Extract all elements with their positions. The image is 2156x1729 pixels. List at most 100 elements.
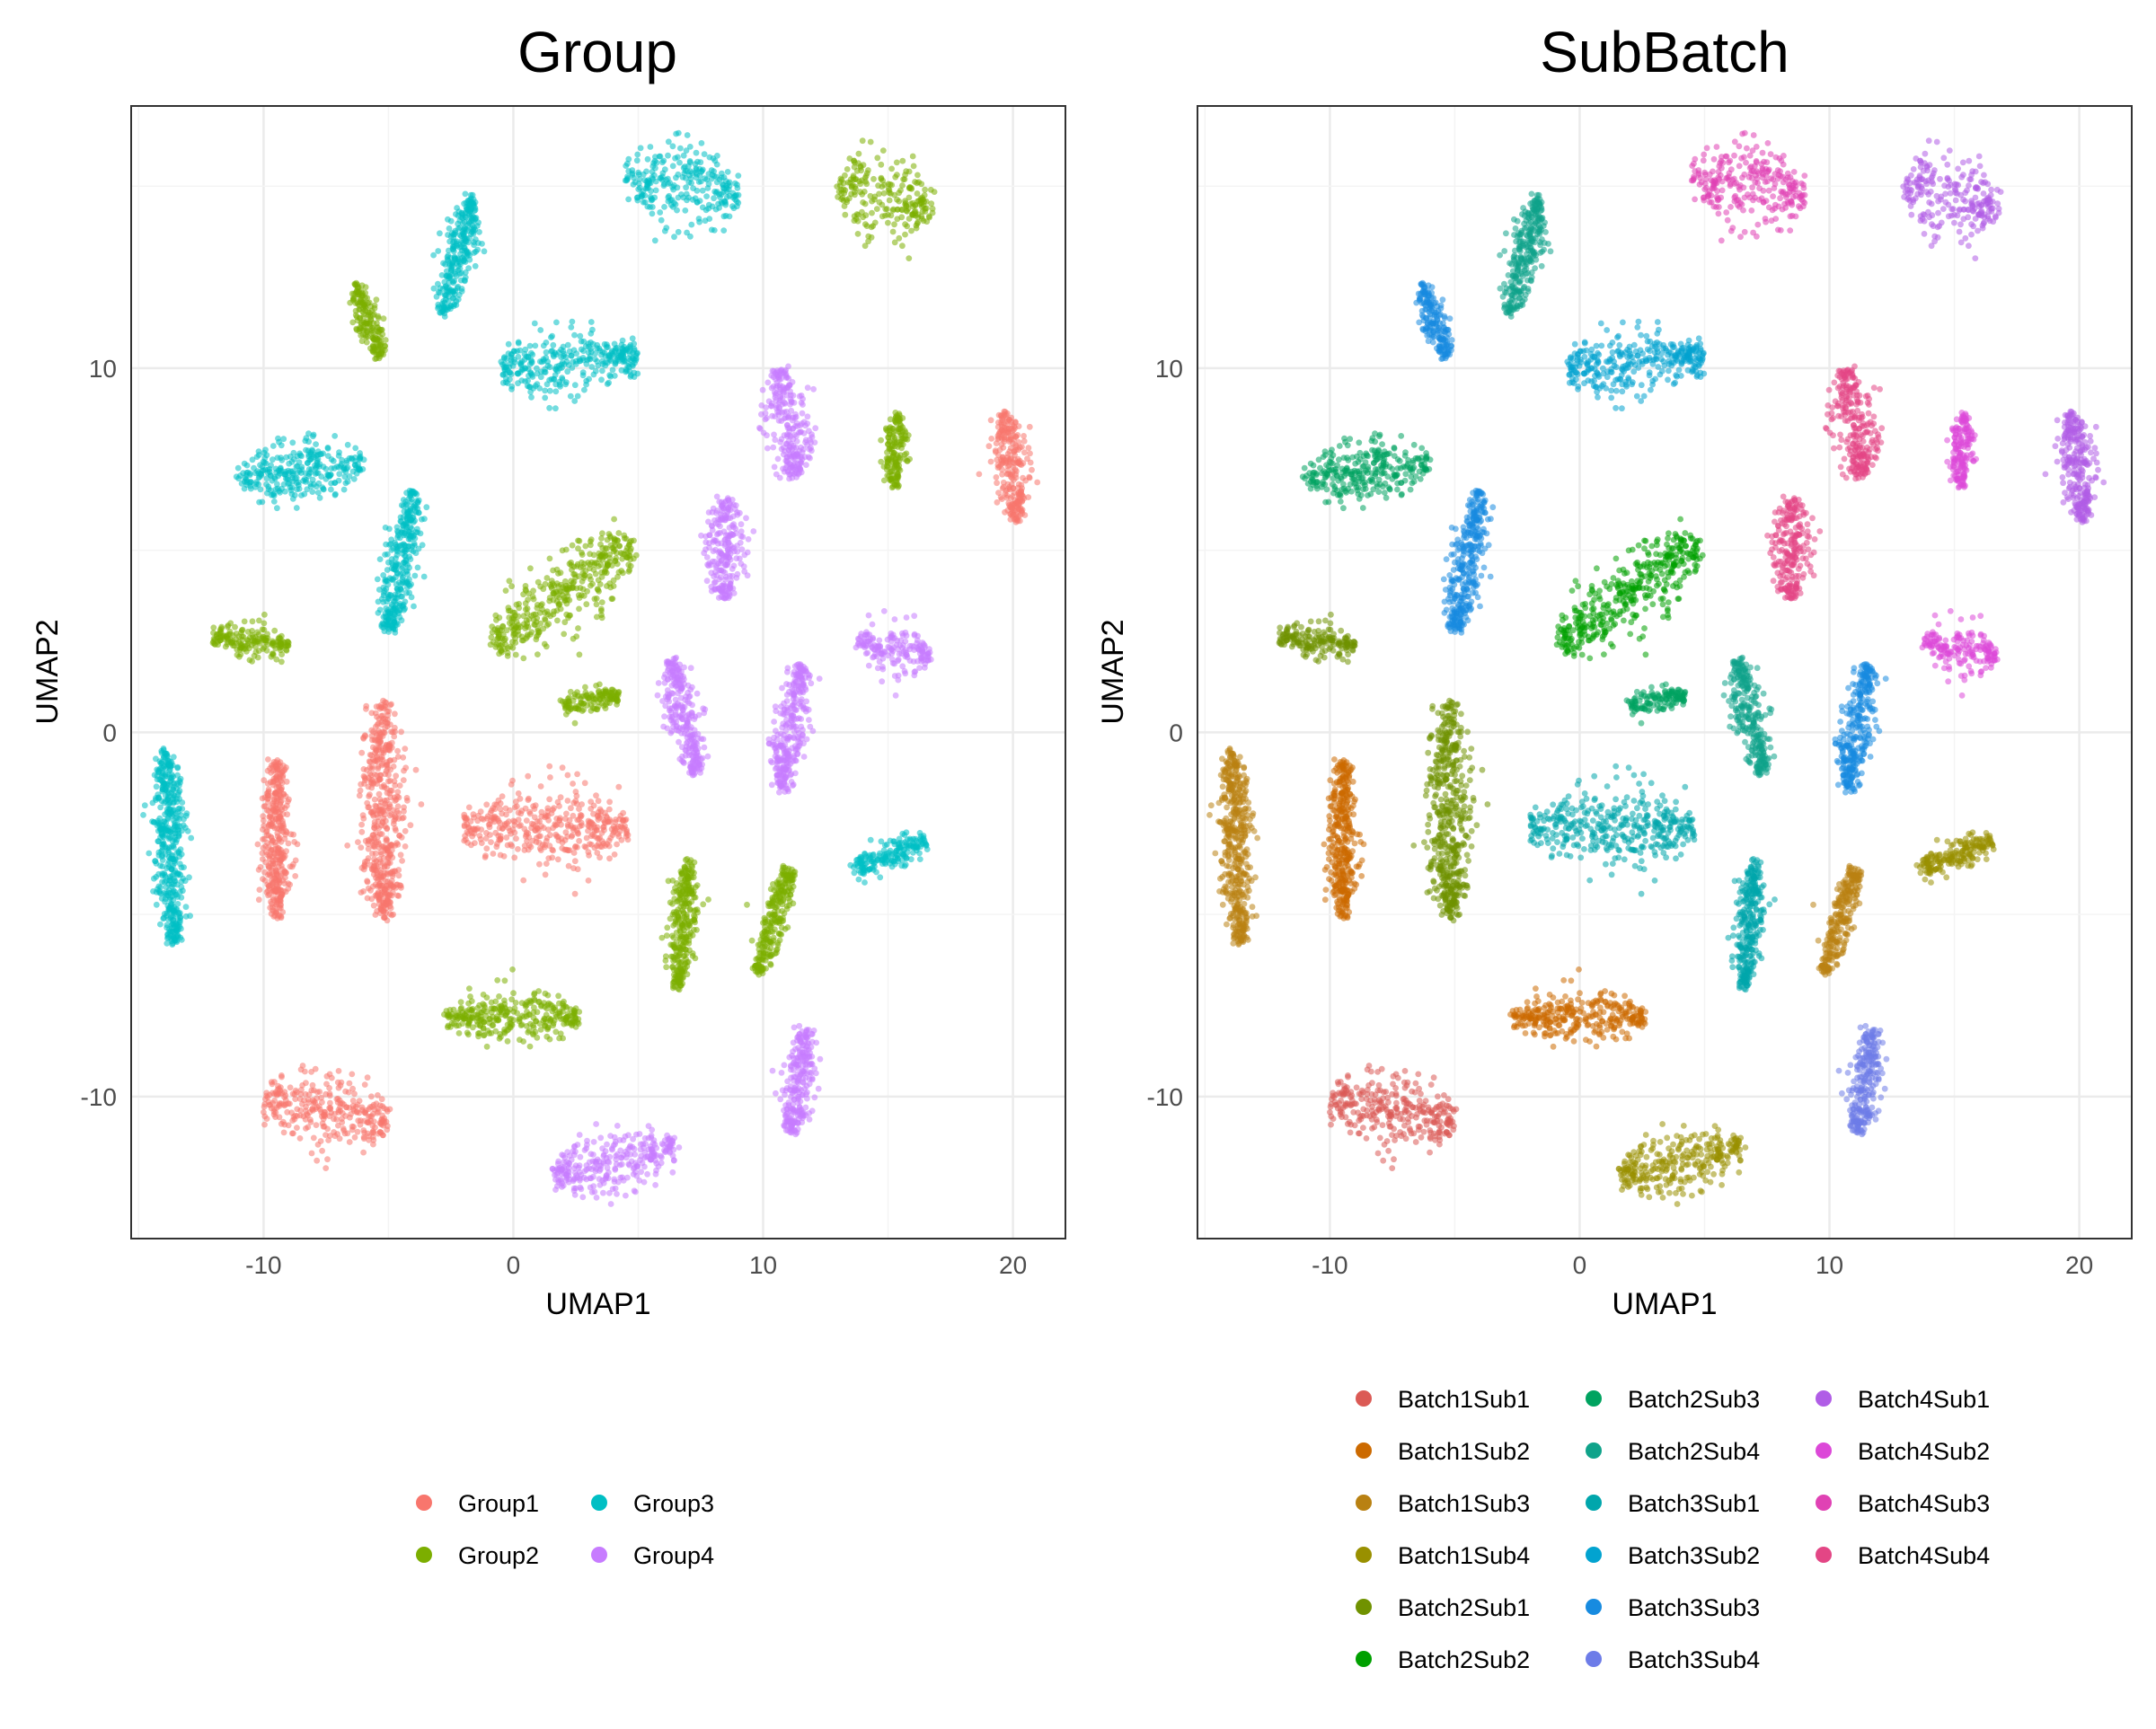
- data-point: [175, 901, 181, 907]
- data-point: [527, 1044, 534, 1050]
- data-point: [536, 840, 543, 846]
- data-point: [1012, 419, 1019, 426]
- data-point: [487, 1016, 493, 1022]
- data-point: [257, 887, 263, 893]
- data-point: [516, 613, 522, 620]
- data-point: [535, 651, 541, 657]
- data-point: [373, 730, 379, 737]
- data-point: [499, 793, 506, 799]
- data-point: [779, 919, 785, 925]
- data-point: [560, 840, 566, 846]
- data-point: [260, 646, 266, 652]
- data-point: [610, 692, 616, 699]
- data-point: [370, 1111, 376, 1117]
- data-point: [384, 826, 390, 833]
- data-point: [368, 1093, 375, 1099]
- data-point: [566, 863, 572, 869]
- data-point: [260, 499, 266, 506]
- data-point: [691, 908, 697, 914]
- data-point: [554, 618, 561, 624]
- data-point: [328, 481, 334, 487]
- data-point: [402, 843, 409, 850]
- data-point: [352, 1134, 358, 1141]
- data-point: [542, 1004, 548, 1010]
- data-point: [882, 213, 888, 219]
- data-point: [273, 816, 279, 822]
- data-point: [444, 1008, 450, 1014]
- data-point: [508, 831, 514, 837]
- data-point: [455, 1015, 462, 1021]
- data-point: [677, 974, 684, 980]
- data-point: [369, 808, 376, 815]
- data-point: [496, 651, 502, 657]
- data-point: [336, 1068, 342, 1074]
- data-point: [569, 567, 575, 573]
- data-point: [682, 866, 688, 872]
- data-point: [498, 852, 504, 859]
- data-point: [358, 781, 364, 788]
- data-point: [593, 683, 599, 689]
- data-point: [575, 830, 581, 836]
- data-point: [896, 198, 902, 205]
- data-point: [783, 877, 790, 883]
- data-point: [541, 1018, 547, 1024]
- data-point: [377, 738, 384, 745]
- data-point: [362, 290, 368, 296]
- data-point: [624, 550, 631, 556]
- data-point: [612, 851, 618, 858]
- data-point: [894, 172, 900, 178]
- data-point: [370, 1142, 376, 1148]
- data-point: [399, 858, 405, 864]
- data-point: [999, 472, 1005, 478]
- data-point: [614, 842, 620, 848]
- data-point: [260, 826, 266, 833]
- data-point: [478, 1017, 484, 1023]
- data-point: [496, 993, 502, 1000]
- data-point: [543, 871, 549, 878]
- data-point: [617, 813, 623, 819]
- data-point: [221, 632, 227, 639]
- data-point: [270, 642, 276, 648]
- data-point: [542, 641, 548, 648]
- data-point: [306, 1091, 313, 1098]
- data-point: [615, 530, 622, 536]
- data-point: [280, 763, 287, 769]
- data-point: [684, 879, 690, 886]
- data-point: [327, 1133, 333, 1139]
- data-point: [171, 780, 177, 786]
- data-point: [268, 899, 274, 905]
- data-point: [836, 189, 843, 195]
- data-point: [176, 833, 182, 839]
- data-point: [685, 918, 692, 924]
- data-point: [384, 871, 391, 878]
- data-point: [862, 201, 869, 207]
- data-point: [181, 822, 187, 828]
- data-point: [762, 943, 768, 949]
- data-point: [606, 798, 613, 805]
- data-point: [892, 437, 898, 443]
- data-point: [915, 172, 921, 179]
- data-point: [787, 872, 793, 878]
- data-point: [169, 759, 175, 765]
- data-point: [379, 860, 385, 867]
- data-point: [787, 886, 793, 892]
- data-point: [573, 703, 579, 710]
- data-point: [281, 1094, 287, 1100]
- data-point: [550, 568, 556, 574]
- data-point: [577, 651, 583, 657]
- data-point: [364, 800, 370, 807]
- data-point: [618, 550, 624, 556]
- data-point: [358, 454, 364, 460]
- data-point: [387, 778, 393, 784]
- data-point: [487, 825, 493, 831]
- data-point: [885, 220, 891, 226]
- data-point: [315, 1142, 322, 1148]
- data-point: [513, 652, 519, 658]
- data-point: [359, 282, 366, 288]
- data-point: [544, 575, 551, 581]
- data-point: [310, 1082, 316, 1089]
- data-point: [492, 830, 499, 836]
- data-point: [498, 1034, 504, 1040]
- data-point: [545, 855, 552, 861]
- data-point: [536, 999, 543, 1005]
